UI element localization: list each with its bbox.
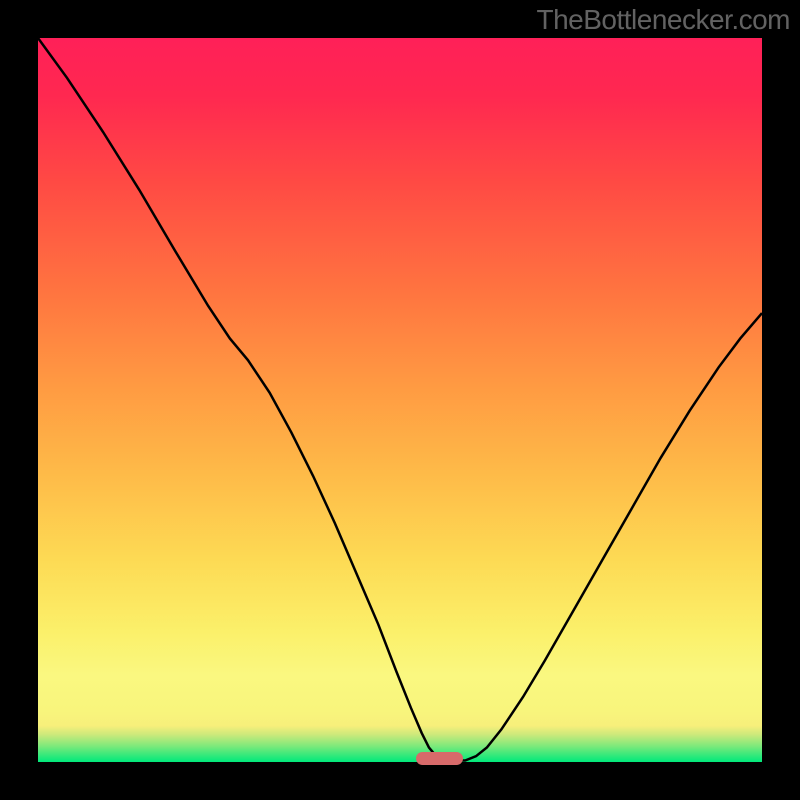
optimal-marker xyxy=(416,752,463,765)
bottleneck-curve xyxy=(38,38,762,761)
bottleneck-curve-layer xyxy=(38,38,762,762)
watermark-text: TheBottlenecker.com xyxy=(536,4,790,36)
chart-canvas: TheBottlenecker.com xyxy=(0,0,800,800)
plot-area xyxy=(38,38,762,762)
